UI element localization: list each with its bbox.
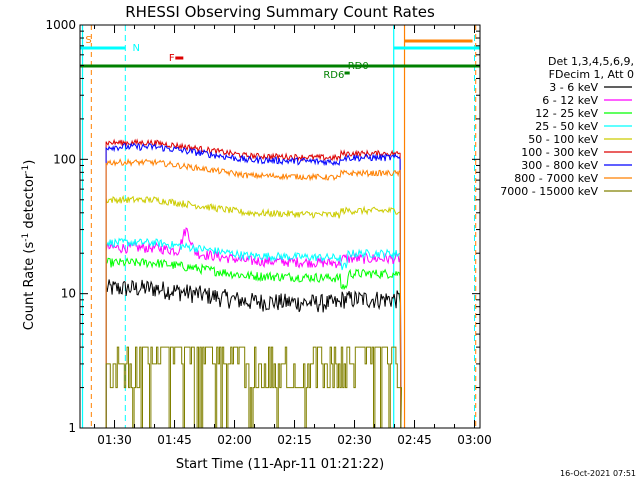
axis-layer: 1 10 100 1000 01:30 01:45 02:00 02:15 02:30 02:45… <box>45 18 491 447</box>
legend-header: Det 1,3,4,5,6,9, <box>548 55 634 68</box>
x-tick-label: 02:30 <box>337 433 372 447</box>
flag-label-rd6: RD6 <box>323 70 344 81</box>
legend-label-7: 300 - 800 keV <box>521 159 598 172</box>
flag-label-f: F <box>169 53 175 64</box>
y-tick-label: 10 <box>61 287 76 301</box>
series-line-4 <box>105 237 402 429</box>
x-tick-label: 02:15 <box>277 433 312 447</box>
legend-label-6: 100 - 300 keV <box>521 146 598 159</box>
x-tick-label: 01:45 <box>157 433 192 447</box>
y-tick-label: 1000 <box>45 18 76 32</box>
flag-label-s: S <box>85 35 91 46</box>
y-tick-label: 1 <box>68 421 76 435</box>
legend-label-1: 3 - 6 keV <box>549 81 598 94</box>
flag-label-rd0: RD0 <box>348 61 369 72</box>
x-tick-label: 01:30 <box>97 433 132 447</box>
legend-label-3: 12 - 25 keV <box>535 107 598 120</box>
y-tick-label: 100 <box>53 152 76 166</box>
series-line-5 <box>105 194 402 429</box>
x-tick-label: 03:00 <box>457 433 492 447</box>
chart-title: RHESSI Observing Summary Count Rates <box>125 3 435 21</box>
plot-frame <box>79 24 481 429</box>
series-line-1 <box>105 279 402 429</box>
series-line-3 <box>105 257 402 429</box>
legend: Det 1,3,4,5,6,9,FDecim 1, Att 03 - 6 keV… <box>500 55 634 198</box>
legend-label-9: 7000 - 15000 keV <box>500 185 598 198</box>
flag-label-n: N <box>133 43 140 54</box>
legend-label-8: 800 - 7000 keV <box>514 172 598 185</box>
legend-label-4: 25 - 50 keV <box>535 120 598 133</box>
series-line-8 <box>105 157 402 429</box>
legend-label-2: 6 - 12 keV <box>542 94 598 107</box>
series-line-2 <box>105 227 402 429</box>
x-tick-label: 02:00 <box>217 433 252 447</box>
series-line-9 <box>105 346 403 429</box>
legend-label-5: 50 - 100 keV <box>528 133 598 146</box>
x-axis-label: Start Time (11-Apr-11 01:21:22) <box>176 457 384 472</box>
series-line-7 <box>105 142 402 429</box>
legend-header: FDecim 1, Att 0 <box>549 68 634 81</box>
timestamp: 16-Oct-2021 07:51 <box>560 469 636 478</box>
x-tick-label: 02:45 <box>397 433 432 447</box>
y-axis-label: Count Rate (s-1 detector-1) <box>21 160 37 331</box>
plot-layer: S N F RD0 RD6 <box>80 25 480 429</box>
series-line-6 <box>105 138 402 429</box>
